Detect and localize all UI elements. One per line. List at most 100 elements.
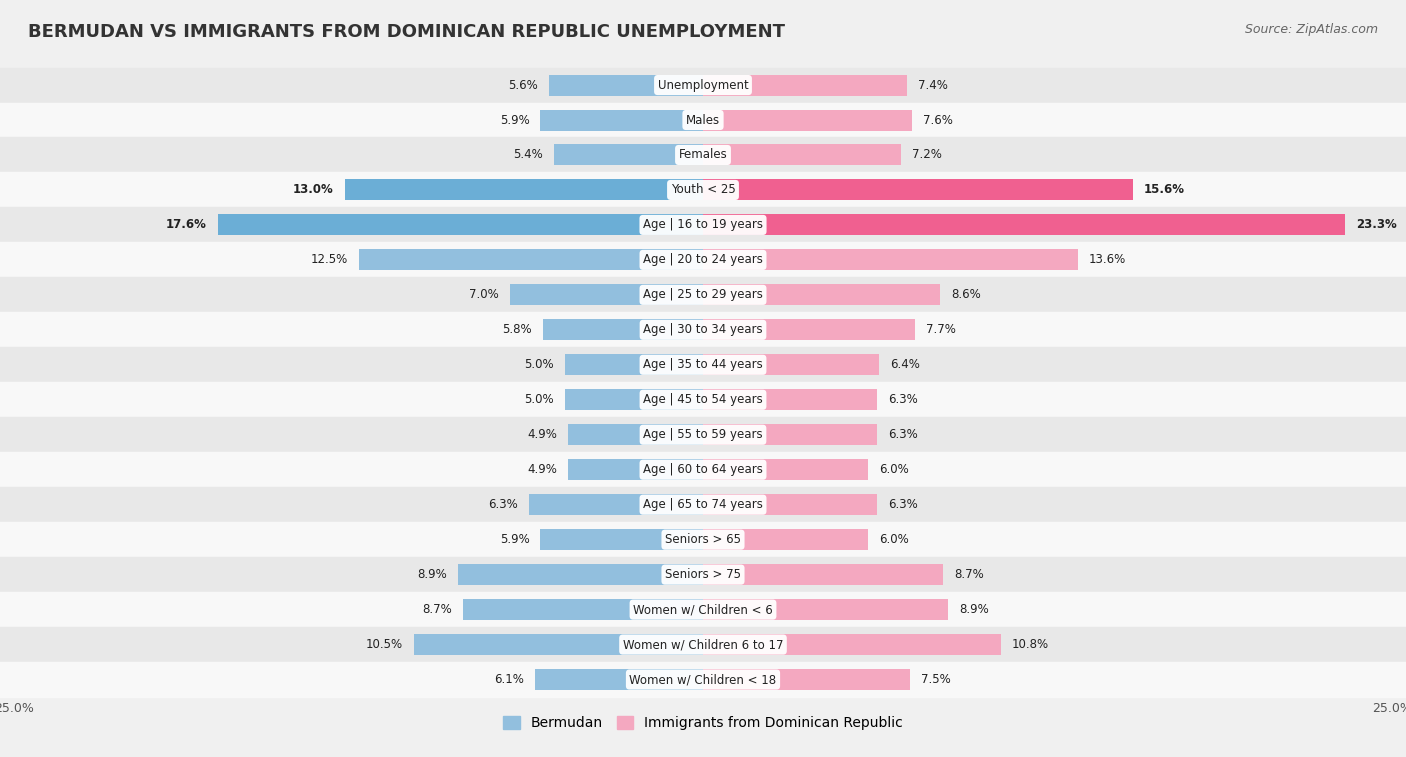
Text: 5.9%: 5.9% [499,114,530,126]
Text: 6.0%: 6.0% [879,463,910,476]
Bar [0,173,1406,207]
Bar [565,389,703,410]
Bar [0,662,1406,697]
Text: Seniors > 75: Seniors > 75 [665,568,741,581]
Text: 7.4%: 7.4% [918,79,948,92]
Text: 8.7%: 8.7% [422,603,453,616]
Text: 5.9%: 5.9% [499,533,530,546]
Bar [703,634,1001,655]
Text: 7.6%: 7.6% [924,114,953,126]
Bar [0,277,1406,313]
Text: Women w/ Children < 6: Women w/ Children < 6 [633,603,773,616]
Bar [703,74,907,95]
Bar [0,67,1406,102]
Text: 13.6%: 13.6% [1088,254,1126,266]
Text: Age | 45 to 54 years: Age | 45 to 54 years [643,394,763,407]
Bar [0,313,1406,347]
Bar [0,417,1406,452]
Text: 10.5%: 10.5% [366,638,402,651]
Text: 6.3%: 6.3% [887,428,917,441]
Bar [0,488,1406,522]
Bar [359,249,703,270]
Bar [703,389,876,410]
Text: Women w/ Children 6 to 17: Women w/ Children 6 to 17 [623,638,783,651]
Text: 6.0%: 6.0% [879,533,910,546]
Text: Age | 25 to 29 years: Age | 25 to 29 years [643,288,763,301]
Bar [703,214,1346,235]
Text: Youth < 25: Youth < 25 [671,183,735,197]
Bar [0,382,1406,417]
Text: Age | 35 to 44 years: Age | 35 to 44 years [643,358,763,371]
Text: Males: Males [686,114,720,126]
Bar [703,599,948,620]
Text: 7.2%: 7.2% [912,148,942,161]
Text: 5.0%: 5.0% [524,394,554,407]
Bar [218,214,703,235]
Bar [510,285,703,305]
Text: 7.5%: 7.5% [921,673,950,686]
Text: 6.3%: 6.3% [887,498,917,511]
Text: Age | 20 to 24 years: Age | 20 to 24 years [643,254,763,266]
Bar [0,102,1406,138]
Bar [703,110,912,130]
Bar [703,354,879,375]
Text: 25.0%: 25.0% [1372,702,1406,715]
Bar [565,354,703,375]
Bar [540,529,703,550]
Bar [703,285,941,305]
Text: Age | 30 to 34 years: Age | 30 to 34 years [643,323,763,336]
Bar [703,494,876,516]
Text: Age | 16 to 19 years: Age | 16 to 19 years [643,219,763,232]
Text: 4.9%: 4.9% [527,463,557,476]
Bar [568,424,703,445]
Bar [413,634,703,655]
Bar [344,179,703,201]
Bar [0,557,1406,592]
Text: 10.8%: 10.8% [1012,638,1049,651]
Bar [0,522,1406,557]
Text: 8.6%: 8.6% [950,288,981,301]
Bar [703,249,1078,270]
Text: Unemployment: Unemployment [658,79,748,92]
Bar [703,669,910,690]
Text: 15.6%: 15.6% [1144,183,1185,197]
Bar [0,347,1406,382]
Bar [0,452,1406,488]
Bar [0,592,1406,627]
Text: Source: ZipAtlas.com: Source: ZipAtlas.com [1244,23,1378,36]
Text: 8.9%: 8.9% [959,603,988,616]
Bar [703,179,1133,201]
Text: Age | 65 to 74 years: Age | 65 to 74 years [643,498,763,511]
Text: 13.0%: 13.0% [292,183,333,197]
Bar [703,424,876,445]
Text: 7.0%: 7.0% [470,288,499,301]
Legend: Bermudan, Immigrants from Dominican Republic: Bermudan, Immigrants from Dominican Repu… [498,711,908,736]
Text: 5.6%: 5.6% [508,79,537,92]
Text: Age | 55 to 59 years: Age | 55 to 59 years [643,428,763,441]
Text: BERMUDAN VS IMMIGRANTS FROM DOMINICAN REPUBLIC UNEMPLOYMENT: BERMUDAN VS IMMIGRANTS FROM DOMINICAN RE… [28,23,785,41]
Bar [568,459,703,480]
Text: 6.1%: 6.1% [494,673,524,686]
Bar [0,138,1406,173]
Bar [703,319,915,341]
Text: 8.9%: 8.9% [418,568,447,581]
Text: 23.3%: 23.3% [1357,219,1398,232]
Text: 6.3%: 6.3% [887,394,917,407]
Bar [554,145,703,166]
Text: 6.3%: 6.3% [489,498,519,511]
Text: Women w/ Children < 18: Women w/ Children < 18 [630,673,776,686]
Bar [0,242,1406,277]
Text: Females: Females [679,148,727,161]
Bar [548,74,703,95]
Text: 7.7%: 7.7% [927,323,956,336]
Bar [703,529,869,550]
Text: 8.7%: 8.7% [953,568,984,581]
Text: Age | 60 to 64 years: Age | 60 to 64 years [643,463,763,476]
Bar [703,145,901,166]
Bar [530,494,703,516]
Bar [703,459,869,480]
Text: 25.0%: 25.0% [0,702,34,715]
Bar [0,207,1406,242]
Bar [543,319,703,341]
Text: 5.4%: 5.4% [513,148,543,161]
